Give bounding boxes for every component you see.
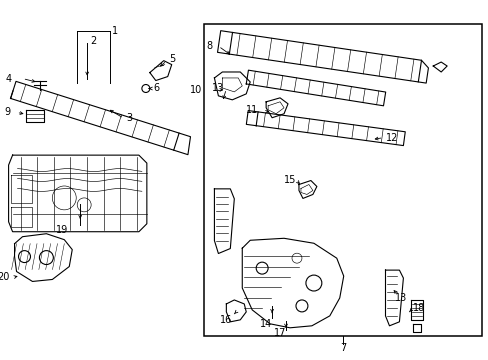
Text: 11: 11	[246, 105, 258, 115]
Text: 15: 15	[284, 175, 296, 185]
Text: 3: 3	[126, 113, 132, 123]
Text: 6: 6	[154, 84, 160, 94]
Text: 16: 16	[220, 315, 232, 325]
Text: 12: 12	[385, 132, 397, 143]
Text: 7: 7	[339, 343, 346, 353]
Text: 20: 20	[0, 273, 10, 283]
Text: 19: 19	[56, 225, 68, 235]
Text: 13: 13	[395, 293, 407, 303]
Text: 13: 13	[212, 83, 224, 93]
Text: 1: 1	[112, 26, 118, 36]
Text: 2: 2	[90, 36, 96, 46]
Text: 14: 14	[260, 319, 272, 329]
Text: 18: 18	[412, 303, 425, 313]
Text: 4: 4	[5, 73, 12, 84]
Text: 5: 5	[168, 54, 175, 64]
Text: 9: 9	[4, 107, 11, 117]
Text: 8: 8	[206, 41, 212, 51]
Text: 10: 10	[190, 85, 202, 95]
Text: 17: 17	[273, 328, 285, 338]
Bar	[204, 24, 481, 336]
